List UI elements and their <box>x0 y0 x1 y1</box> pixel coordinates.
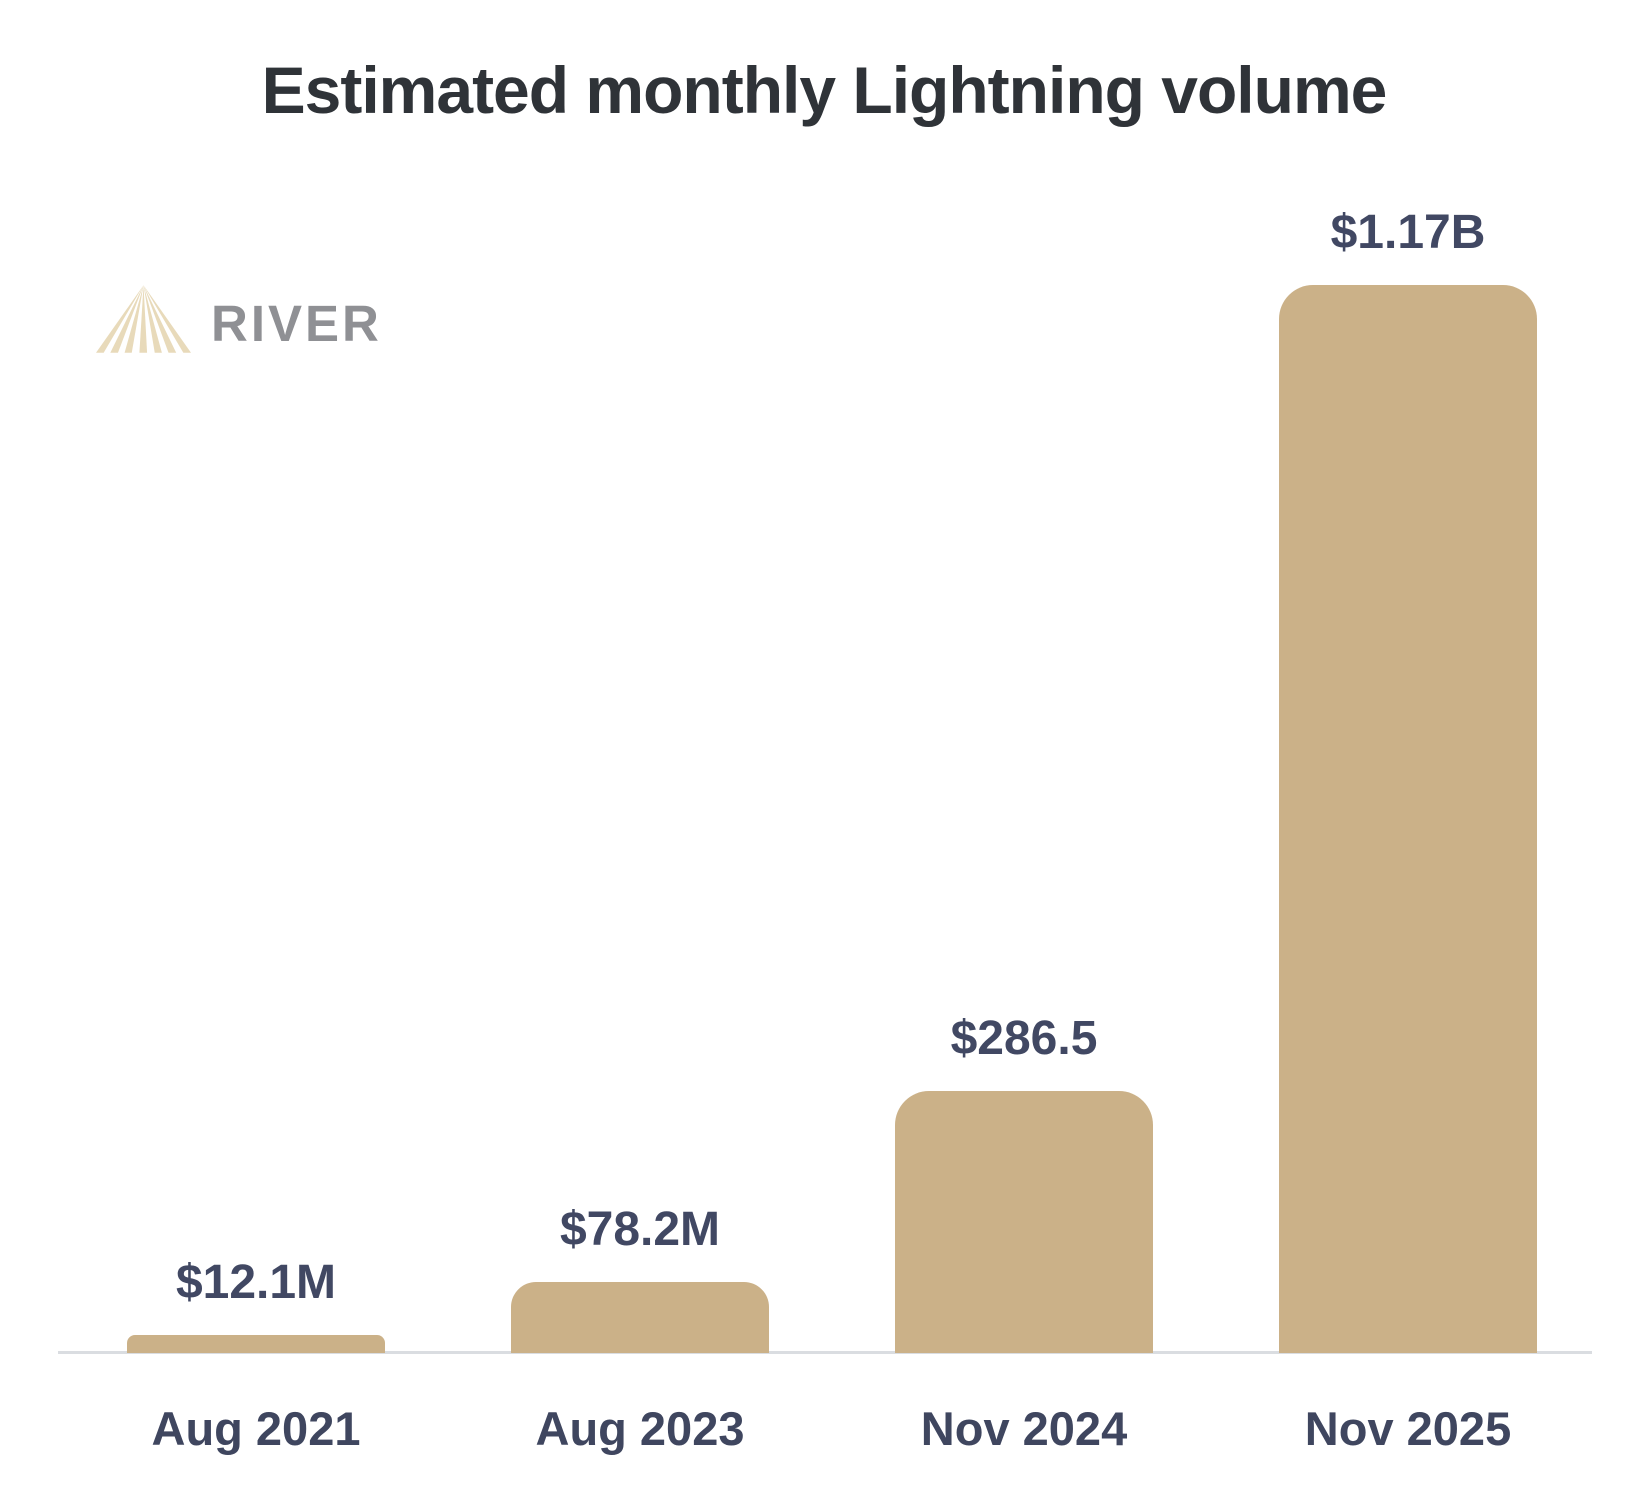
chart-title: Estimated monthly Lightning volume <box>261 53 1388 127</box>
bar-value-label: $78.2M <box>559 1202 721 1256</box>
bar-value-label: $286.5 <box>950 1012 1098 1066</box>
bar-aug-2023 <box>511 1281 769 1353</box>
bar-aug-2021 <box>127 1335 385 1353</box>
x-axis-label: Nov 2024 <box>920 1402 1128 1455</box>
x-axis-label: Aug 2021 <box>151 1402 361 1455</box>
bar-value-label: $12.1M <box>175 1256 337 1309</box>
river-rays-triangle-icon <box>96 284 191 353</box>
bar-nov-2025 <box>1279 284 1537 1353</box>
bar-value-label: $1.17B <box>1330 205 1486 259</box>
x-axis-label: Aug 2023 <box>535 1402 745 1455</box>
x-axis-baseline <box>58 1351 1592 1354</box>
x-axis-label: Nov 2025 <box>1304 1402 1512 1455</box>
bar-nov-2024 <box>895 1091 1153 1353</box>
river-logo-text: RIVER <box>211 295 382 352</box>
river-logo: RIVER <box>96 284 382 353</box>
